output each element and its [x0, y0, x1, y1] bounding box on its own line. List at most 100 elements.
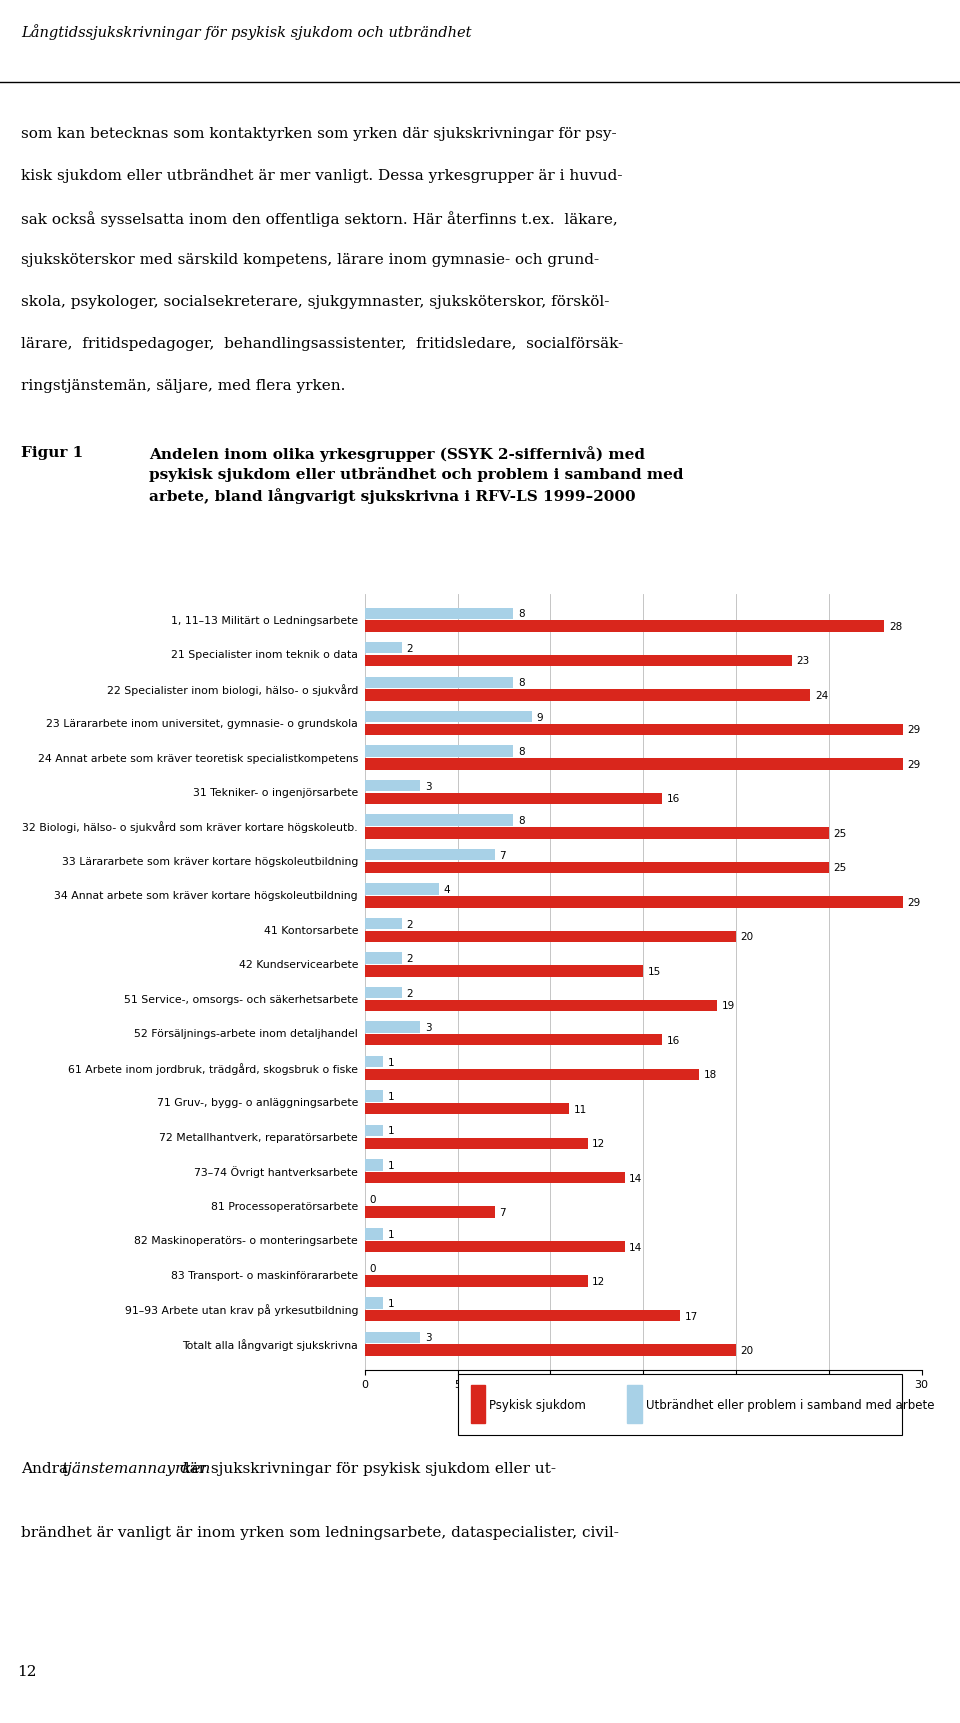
- Text: 29: 29: [908, 898, 921, 908]
- Bar: [365, 1206, 494, 1218]
- Text: 3: 3: [425, 1022, 432, 1032]
- Bar: [365, 620, 884, 632]
- Text: 73–74 Övrigt hantverksarbete: 73–74 Övrigt hantverksarbete: [194, 1166, 358, 1177]
- Text: 71 Gruv-, bygg- o anläggningsarbete: 71 Gruv-, bygg- o anläggningsarbete: [156, 1098, 358, 1108]
- Text: 16: 16: [666, 794, 680, 805]
- Text: 31 Tekniker- o ingenjörsarbete: 31 Tekniker- o ingenjörsarbete: [193, 787, 358, 798]
- Bar: [365, 712, 532, 724]
- Text: 14: 14: [630, 1242, 642, 1253]
- Bar: [365, 1275, 588, 1287]
- Text: 18: 18: [704, 1070, 717, 1080]
- Bar: [365, 896, 903, 908]
- Bar: [365, 608, 514, 620]
- Text: 29: 29: [908, 725, 921, 736]
- Text: Långtidssjukskrivningar för psykisk sjukdom och utbrändhet: Långtidssjukskrivningar för psykisk sjuk…: [21, 24, 471, 40]
- Text: 20: 20: [741, 1346, 754, 1356]
- Bar: [365, 1172, 625, 1184]
- Bar: [365, 1241, 625, 1253]
- Text: 72 Metallhantverk, reparatörsarbete: 72 Metallhantverk, reparatörsarbete: [159, 1132, 358, 1142]
- Text: 19: 19: [722, 1001, 735, 1011]
- Text: 61 Arbete inom jordbruk, trädgård, skogsbruk o fiske: 61 Arbete inom jordbruk, trädgård, skogs…: [68, 1063, 358, 1073]
- Text: 17: 17: [685, 1311, 698, 1322]
- Bar: [365, 965, 643, 977]
- Text: 82 Maskinoperatörs- o monteringsarbete: 82 Maskinoperatörs- o monteringsarbete: [134, 1235, 358, 1246]
- Bar: [365, 815, 514, 827]
- Text: Andelen inom olika yrkesgrupper (SSYK 2-siffernivå) med
psykisk sjukdom eller ut: Andelen inom olika yrkesgrupper (SSYK 2-…: [149, 446, 684, 503]
- Bar: [365, 918, 402, 930]
- Text: 51 Service-, omsorgs- och säkerhetsarbete: 51 Service-, omsorgs- och säkerhetsarbet…: [124, 994, 358, 1005]
- Bar: [365, 1125, 383, 1137]
- Text: 12: 12: [592, 1277, 606, 1287]
- Bar: [365, 862, 828, 874]
- Bar: [365, 1034, 661, 1046]
- Text: 12: 12: [17, 1664, 36, 1678]
- Bar: [365, 987, 402, 999]
- Bar: [365, 1137, 588, 1149]
- Text: skola, psykologer, socialsekreterare, sjukgymnaster, sjuksköterskor, försköl-: skola, psykologer, socialsekreterare, sj…: [21, 295, 610, 308]
- Text: 34 Annat arbete som kräver kortare högskoleutbildning: 34 Annat arbete som kräver kortare högsk…: [55, 891, 358, 901]
- Text: 21 Specialister inom teknik o data: 21 Specialister inom teknik o data: [171, 650, 358, 660]
- Text: 9: 9: [537, 712, 543, 722]
- Text: sak också sysselsatta inom den offentliga sektorn. Här återfinns t.ex.  läkare,: sak också sysselsatta inom den offentlig…: [21, 210, 618, 227]
- Bar: [365, 689, 810, 701]
- Bar: [628, 1385, 642, 1423]
- Bar: [365, 655, 792, 667]
- Bar: [365, 746, 514, 758]
- Text: 3: 3: [425, 781, 432, 791]
- Text: 20: 20: [741, 932, 754, 942]
- Bar: [365, 1160, 383, 1172]
- Text: 0: 0: [370, 1263, 376, 1273]
- Text: 22 Specialister inom biologi, hälso- o sjukvård: 22 Specialister inom biologi, hälso- o s…: [107, 684, 358, 694]
- Text: som kan betecknas som kontaktyrken som yrken där sjukskrivningar för psy-: som kan betecknas som kontaktyrken som y…: [21, 128, 616, 141]
- Bar: [365, 1228, 383, 1241]
- Text: ringstjänstemän, säljare, med flera yrken.: ringstjänstemän, säljare, med flera yrke…: [21, 379, 346, 393]
- Bar: [365, 849, 494, 862]
- Text: 11: 11: [574, 1104, 587, 1115]
- Bar: [365, 677, 514, 689]
- Text: brändhet är vanligt är inom yrken som ledningsarbete, dataspecialister, civil-: brändhet är vanligt är inom yrken som le…: [21, 1525, 619, 1539]
- Text: 24 Annat arbete som kräver teoretisk specialistkompetens: 24 Annat arbete som kräver teoretisk spe…: [37, 753, 358, 763]
- Text: 2: 2: [407, 987, 413, 998]
- Bar: [365, 1344, 736, 1356]
- Text: Andra: Andra: [21, 1461, 73, 1475]
- Text: 23 Lärararbete inom universitet, gymnasie- o grundskola: 23 Lärararbete inom universitet, gymnasi…: [46, 718, 358, 729]
- Bar: [365, 1297, 383, 1309]
- Text: 1: 1: [388, 1228, 395, 1239]
- Bar: [365, 884, 439, 896]
- Bar: [365, 1332, 420, 1344]
- Text: 91–93 Arbete utan krav på yrkesutbildning: 91–93 Arbete utan krav på yrkesutbildnin…: [125, 1304, 358, 1315]
- Text: 23: 23: [796, 656, 809, 667]
- X-axis label: Andel %: Andel %: [614, 1396, 672, 1408]
- Text: lärare,  fritidspedagoger,  behandlingsassistenter,  fritidsledare,  socialförsä: lärare, fritidspedagoger, behandlingsass…: [21, 336, 623, 351]
- Text: kisk sjukdom eller utbrändhet är mer vanligt. Dessa yrkesgrupper är i huvud-: kisk sjukdom eller utbrändhet är mer van…: [21, 169, 623, 183]
- Text: 42 Kundservicearbete: 42 Kundservicearbete: [239, 960, 358, 970]
- Text: 83 Transport- o maskinförararbete: 83 Transport- o maskinförararbete: [171, 1270, 358, 1280]
- Text: 4: 4: [444, 884, 450, 894]
- Text: 2: 2: [407, 953, 413, 963]
- Text: 8: 8: [518, 677, 524, 687]
- Bar: [365, 1056, 383, 1068]
- Text: 81 Processoperatörsarbete: 81 Processoperatörsarbete: [211, 1201, 358, 1211]
- Text: 28: 28: [889, 622, 902, 632]
- Bar: [365, 643, 402, 655]
- Text: 41 Kontorsarbete: 41 Kontorsarbete: [264, 925, 358, 936]
- Bar: [365, 1309, 681, 1322]
- Bar: [365, 758, 903, 770]
- Text: 33 Lärararbete som kräver kortare högskoleutbildning: 33 Lärararbete som kräver kortare högsko…: [61, 856, 358, 867]
- Bar: [365, 1091, 383, 1103]
- Text: 8: 8: [518, 746, 524, 756]
- FancyBboxPatch shape: [458, 1375, 901, 1435]
- Text: 8: 8: [518, 608, 524, 619]
- Text: 1: 1: [388, 1056, 395, 1067]
- Text: 7: 7: [499, 1208, 506, 1218]
- Bar: [365, 793, 661, 805]
- Bar: [365, 827, 828, 839]
- Bar: [365, 1022, 420, 1034]
- Text: 25: 25: [833, 863, 847, 874]
- Text: 14: 14: [630, 1173, 642, 1184]
- Text: 3: 3: [425, 1332, 432, 1342]
- Bar: [365, 930, 736, 942]
- Text: 1: 1: [388, 1297, 395, 1308]
- Text: Psykisk sjukdom: Psykisk sjukdom: [489, 1397, 586, 1411]
- Text: sjuksköterskor med särskild kompetens, lärare inom gymnasie- och grund-: sjuksköterskor med särskild kompetens, l…: [21, 253, 599, 267]
